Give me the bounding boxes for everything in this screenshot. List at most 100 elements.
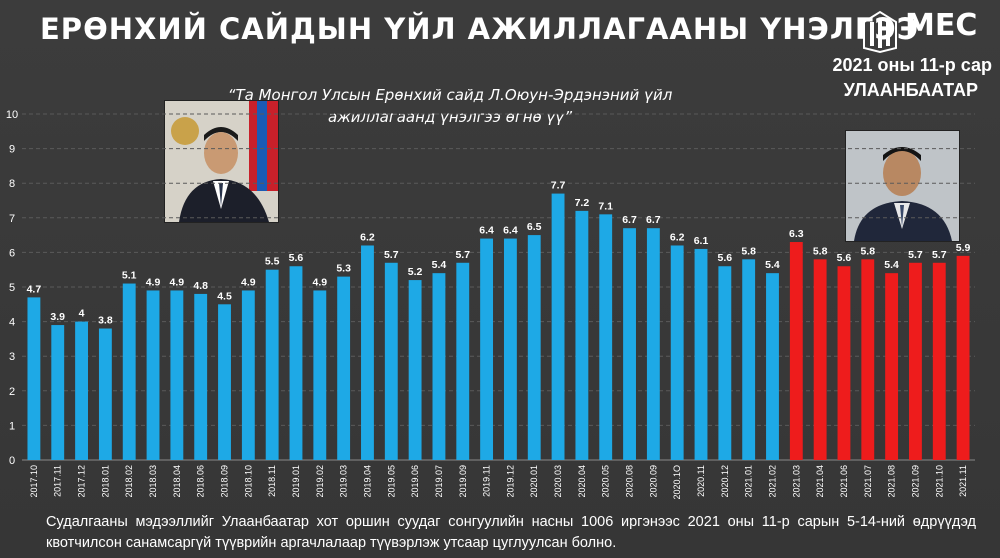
y-tick-label: 7	[9, 213, 15, 225]
x-tick-label: 2019.02	[315, 465, 325, 498]
bar	[194, 293, 208, 460]
survey-question: “Та Монгол Улсын Ерөнхий сайд Л.Оюун-Эрд…	[227, 86, 673, 126]
data-label: 6.1	[694, 235, 709, 247]
x-tick-label: 2018.03	[148, 465, 158, 498]
bar	[384, 262, 398, 460]
data-label: 6.5	[527, 221, 542, 233]
data-label: 4	[79, 308, 85, 320]
data-label: 5.6	[837, 252, 852, 264]
x-tick-label: 2017.10	[29, 465, 39, 498]
bar	[122, 283, 136, 460]
x-tick-label: 2018.11	[267, 465, 277, 497]
bar	[98, 328, 112, 460]
survey-city: УЛААНБААТАР	[843, 80, 978, 100]
data-label: 5.1	[122, 270, 137, 282]
x-tick-label: 2019.11	[482, 465, 492, 497]
x-tick-label: 2019.09	[458, 465, 468, 498]
data-label: 6.4	[479, 225, 494, 237]
bar	[146, 290, 160, 460]
data-label: 4.7	[27, 283, 42, 295]
x-tick-label: 2017.12	[77, 465, 87, 498]
survey-date: 2021 оны 11-р сар	[832, 55, 992, 75]
x-tick-label: 2021.07	[863, 465, 873, 498]
x-tick-label: 2021.01	[744, 465, 754, 498]
x-tick-label: 2018.06	[196, 465, 206, 498]
data-label: 6.2	[670, 231, 685, 243]
bar	[885, 273, 899, 460]
data-label: 5.7	[932, 249, 947, 261]
bar	[265, 269, 279, 460]
data-label: 7.2	[575, 197, 590, 209]
data-label: 5.2	[408, 266, 423, 278]
data-label: 4.5	[217, 290, 232, 302]
y-axis-ticks: 0 1 2 3 4 5 6 7 8 9 10	[6, 109, 18, 467]
data-label: 6.2	[360, 231, 375, 243]
y-tick-label: 1	[9, 420, 15, 432]
bar	[718, 266, 732, 460]
x-tick-label: 2020.03	[553, 465, 563, 498]
y-tick-label: 6	[9, 247, 15, 259]
bar	[575, 210, 589, 460]
x-tick-label: 2021.06	[839, 465, 849, 498]
x-tick-label: 2019.01	[291, 465, 301, 498]
bar	[51, 325, 65, 460]
x-tick-label: 2021.02	[767, 465, 777, 498]
bar	[527, 235, 541, 460]
bar	[480, 238, 494, 460]
bar	[861, 259, 875, 460]
data-label: 5.7	[384, 249, 399, 261]
bar	[646, 228, 660, 460]
x-tick-label: 2021.08	[887, 465, 897, 498]
y-tick-label: 10	[6, 109, 18, 121]
data-label: 3.9	[50, 311, 65, 323]
bar	[742, 259, 756, 460]
y-tick-label: 5	[9, 282, 15, 294]
data-label: 6.7	[622, 214, 637, 226]
x-tick-label: 2018.09	[220, 465, 230, 498]
data-label: 5.7	[908, 249, 923, 261]
x-tick-label: 2019.06	[410, 465, 420, 498]
data-label: 4.9	[313, 276, 328, 288]
data-labels: 4.7 3.9 4 3.8 5.1 4.9 4.9 4.8 4.5 4.9 5.5 5.6 4.9 5.3…	[27, 180, 971, 327]
y-tick-label: 3	[9, 351, 15, 363]
bar	[456, 262, 470, 460]
data-label: 5.3	[336, 263, 351, 275]
bar	[694, 248, 708, 460]
y-tick-label: 9	[9, 144, 15, 156]
data-label: 4.9	[241, 276, 256, 288]
x-tick-label: 2019.12	[505, 465, 515, 498]
x-tick-label: 2020.12	[720, 465, 730, 498]
bar	[408, 280, 422, 460]
x-tick-label: 2020.05	[601, 465, 611, 498]
x-tick-label: 2018.10	[243, 465, 253, 498]
bar	[766, 273, 779, 460]
y-tick-label: 4	[9, 317, 15, 329]
x-tick-label: 2020.09	[648, 465, 658, 498]
x-tick-label: 2019.05	[386, 465, 396, 498]
x-tick-label: 2021.03	[791, 465, 801, 498]
x-tick-label: 2021.04	[815, 465, 825, 498]
x-tick-label: 2019.07	[434, 465, 444, 498]
bar	[623, 228, 636, 460]
methodology-note: Судалгааны мэдээллийг Улаанбаатар хот ор…	[46, 514, 976, 551]
bar	[432, 273, 446, 460]
data-label: 5.4	[884, 259, 899, 271]
bar	[599, 214, 613, 460]
page-title: ЕРӨНХИЙ САЙДЫН ҮЙЛ АЖИЛЛАГААНЫ ҮНЭЛГЭЭ	[40, 12, 919, 46]
data-label: 4.8	[193, 280, 208, 292]
data-label: 4.9	[146, 276, 161, 288]
bar	[289, 266, 303, 460]
bar	[75, 321, 88, 460]
bar	[909, 262, 922, 460]
data-label: 5.7	[455, 249, 470, 261]
grid-lines	[22, 113, 975, 461]
bar	[789, 242, 803, 460]
data-label: 5.8	[860, 245, 875, 257]
bar	[551, 193, 565, 460]
bar	[218, 304, 231, 460]
bar	[956, 255, 970, 460]
x-tick-label: 2020.08	[625, 465, 635, 498]
x-tick-label: 2018.02	[124, 465, 134, 498]
